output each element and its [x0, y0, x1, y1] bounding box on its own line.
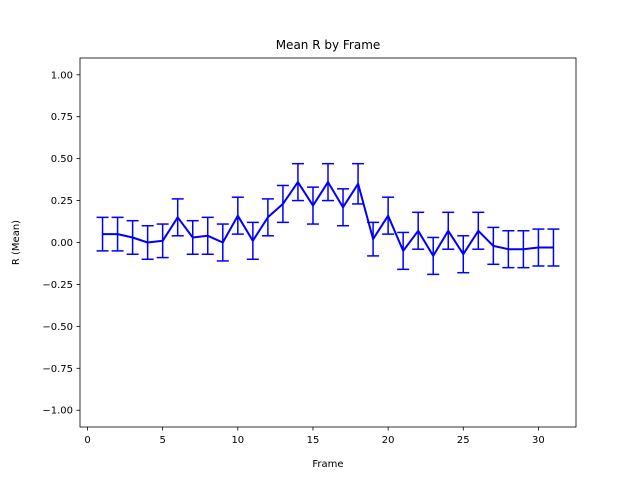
x-tick-label: 0	[84, 435, 90, 446]
y-tick-label: 0.00	[51, 238, 73, 249]
x-tick-label: 25	[457, 435, 470, 446]
y-tick-label: 0.75	[51, 112, 73, 123]
y-tick-label: 0.50	[51, 154, 73, 165]
y-tick-label: 1.00	[51, 70, 73, 81]
y-tick-label: −0.25	[42, 280, 73, 291]
x-tick-label: 20	[382, 435, 395, 446]
x-axis-label: Frame	[312, 459, 343, 470]
y-tick-label: −0.75	[42, 364, 73, 375]
chart-title: Mean R by Frame	[276, 38, 381, 52]
x-tick-label: 15	[307, 435, 320, 446]
y-tick-label: −0.50	[42, 322, 73, 333]
y-tick-label: −1.00	[42, 406, 73, 417]
series-line	[102, 181, 554, 257]
plot-area	[96, 162, 560, 276]
x-tick-label: 10	[231, 435, 244, 446]
y-axis: −1.00 −0.75 −0.50 −0.25 0.00 0.25 0.50 0.75 1.00	[42, 70, 80, 417]
x-axis: 0 5 10 15 20 25 30	[84, 427, 545, 446]
x-tick-label: 30	[532, 435, 545, 446]
y-axis-label: R (Mean)	[11, 220, 22, 265]
x-tick-label: 5	[159, 435, 165, 446]
y-tick-label: 0.25	[51, 196, 73, 207]
